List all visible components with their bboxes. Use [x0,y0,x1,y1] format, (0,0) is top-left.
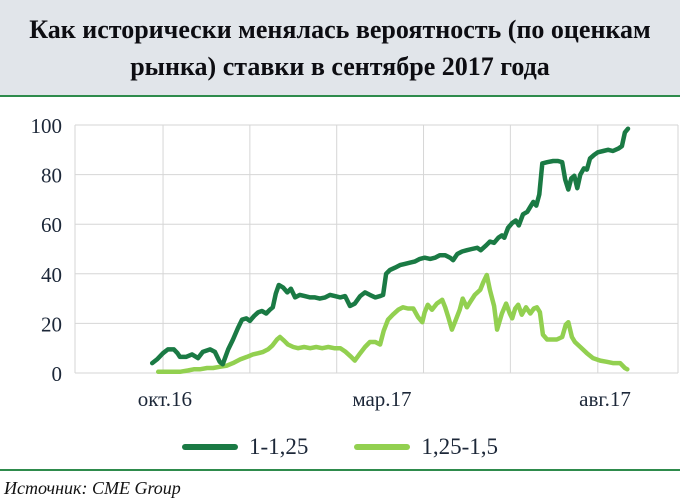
y-axis-tick-label: 80 [41,164,62,188]
legend-label-light-series: 1,25-1,5 [421,434,499,459]
y-axis-tick-label: 0 [52,362,63,386]
x-axis-tick-label: окт.16 [138,387,192,411]
x-axis-tick-label: авг.17 [579,387,631,411]
series-line-1,25-1,5 [155,272,630,375]
y-axis-tick-label: 40 [41,263,62,287]
legend-swatch-light-green-line [354,444,411,450]
series-line-1-1,25 [149,126,631,367]
source-line: Источник: CME Group [0,471,680,499]
chart-section: 0 20 40 60 80 100 окт.16 мар.17 авг.17 1-1,25 1,… [0,97,680,469]
source-text: Источник: CME Group [4,478,181,498]
legend-item-light-series: 1,25-1,5 [354,434,498,460]
x-axis-tick-label: мар.17 [352,387,411,411]
chart-header: Как исторически менялась вероятность (по… [0,0,680,97]
y-axis-tick-label: 60 [41,213,62,237]
legend-swatch-dark-green-line [181,444,238,450]
chart-title: Как исторически менялась вероятность (по… [29,14,651,81]
legend-item-dark-series: 1-1,25 [181,434,309,460]
chart-legend: 1-1,25 1,25-1,5 [0,425,680,469]
y-axis-tick-label: 20 [41,312,62,336]
y-axis-tick-label: 100 [31,114,63,138]
bottom-divider [0,469,680,471]
legend-label-dark-series: 1-1,25 [248,434,309,459]
probability-line-chart: 0 20 40 60 80 100 окт.16 мар.17 авг.17 [31,114,679,411]
